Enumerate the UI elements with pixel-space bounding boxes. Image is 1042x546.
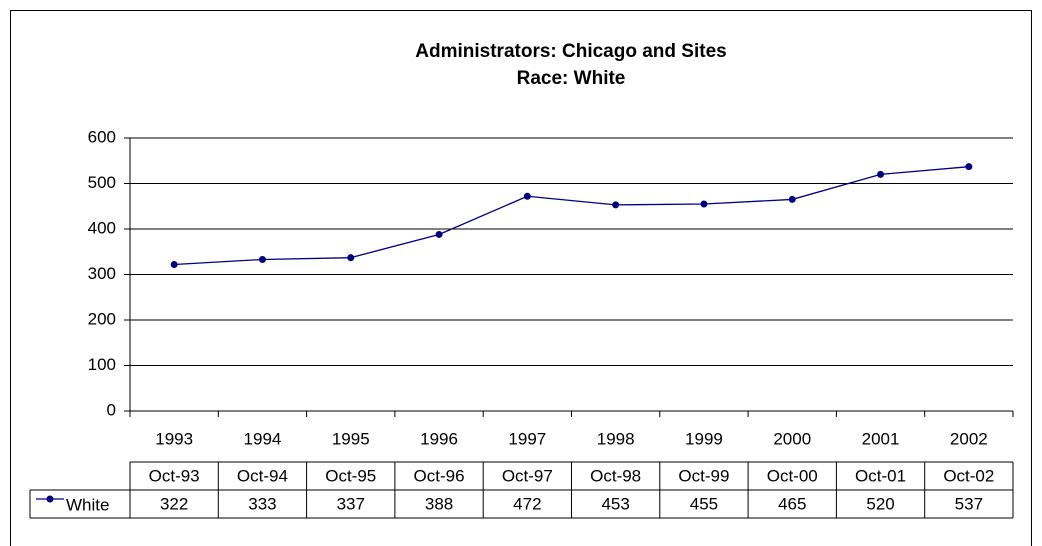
y-tick-label: 200 (88, 309, 116, 328)
table-value: 388 (425, 494, 453, 513)
table-column-label: Oct-98 (590, 466, 641, 485)
table-value: 455 (690, 494, 718, 513)
table-column-label: Oct-96 (414, 466, 465, 485)
y-tick-label: 0 (107, 400, 116, 419)
data-point (612, 201, 620, 209)
table-column-label: Oct-01 (855, 466, 906, 485)
data-point (435, 230, 443, 238)
table-value: 337 (337, 494, 365, 513)
table-column-label: Oct-02 (943, 466, 994, 485)
x-tick-label: 2002 (950, 429, 988, 448)
x-tick-label: 1995 (332, 429, 370, 448)
y-tick-label: 500 (88, 173, 116, 192)
legend-label: White (66, 495, 109, 514)
table-column-label: Oct-99 (678, 466, 729, 485)
legend-marker (46, 495, 54, 503)
y-tick-label: 600 (88, 127, 116, 146)
data-point (965, 163, 973, 171)
x-tick-label: 1996 (420, 429, 458, 448)
table-column-label: Oct-97 (502, 466, 553, 485)
data-point (170, 260, 178, 268)
table-value: 537 (955, 494, 983, 513)
data-point (347, 254, 355, 262)
table-value: 322 (160, 494, 188, 513)
x-tick-label: 1993 (155, 429, 193, 448)
chart-title: Administrators: Chicago and Sites (415, 41, 726, 62)
data-point (788, 195, 796, 203)
x-tick-label: 1998 (597, 429, 635, 448)
x-tick-label: 2000 (773, 429, 811, 448)
table-value: 465 (778, 494, 806, 513)
data-point (877, 170, 885, 178)
table-value: 453 (601, 494, 629, 513)
data-point (258, 255, 266, 263)
chart-subtitle: Race: White (517, 68, 626, 89)
y-tick-label: 100 (88, 355, 116, 374)
data-point (523, 192, 531, 200)
x-tick-label: 2001 (862, 429, 900, 448)
x-tick-label: 1999 (685, 429, 723, 448)
y-tick-label: 300 (88, 264, 116, 283)
table-column-label: Oct-94 (237, 466, 288, 485)
table-value: 520 (866, 494, 894, 513)
x-tick-label: 1997 (508, 429, 546, 448)
data-point (700, 200, 708, 208)
y-tick-label: 400 (88, 218, 116, 237)
chart-border (10, 10, 1032, 546)
table-value: 333 (248, 494, 276, 513)
x-tick-label: 1994 (244, 429, 282, 448)
series-line (174, 166, 969, 266)
table-column-label: Oct-00 (767, 466, 818, 485)
table-column-label: Oct-93 (149, 466, 200, 485)
table-column-label: Oct-95 (325, 466, 376, 485)
table-value: 472 (513, 494, 541, 513)
